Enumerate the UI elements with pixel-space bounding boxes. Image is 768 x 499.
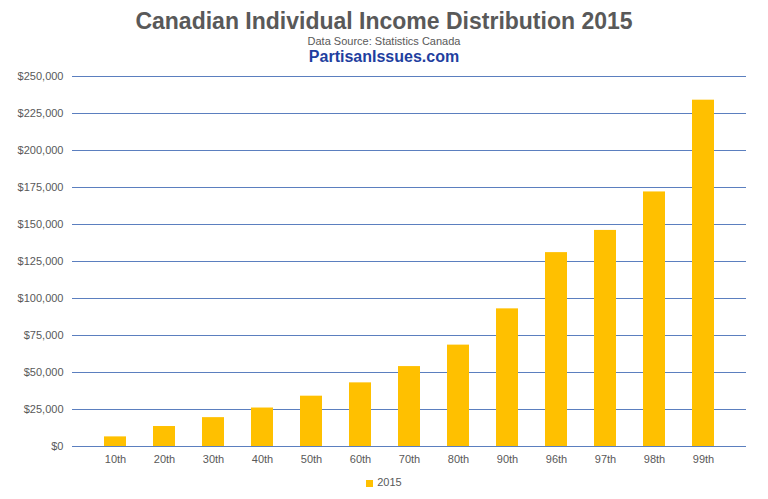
svg-text:70th: 70th [399, 453, 420, 465]
html-text:PartisanIssues.com: PartisanIssues.com [308, 48, 460, 65]
svg-text:50th: 50th [301, 453, 322, 465]
html-text:2015: 2015 [377, 476, 402, 488]
svg-text:96th: 96th [546, 453, 567, 465]
svg-text:$150,000: $150,000 [18, 218, 64, 230]
svg-text:98th: 98th [644, 453, 665, 465]
svg-text:$75,000: $75,000 [24, 329, 64, 341]
svg-text:$125,000: $125,000 [18, 255, 64, 267]
svg-text:$225,000: $225,000 [18, 107, 64, 119]
html-text:Canadian Individual Income Dis: Canadian Individual Income Distribution … [135, 8, 633, 34]
svg-text:60th: 60th [350, 453, 371, 465]
svg-text:$50,000: $50,000 [24, 366, 64, 378]
svg-text:99th: 99th [693, 453, 714, 465]
svg-text:80th: 80th [448, 453, 469, 465]
svg-text:$200,000: $200,000 [18, 144, 64, 156]
svg-text:$250,000: $250,000 [18, 70, 64, 82]
svg-text:$0: $0 [51, 440, 63, 452]
svg-text:$100,000: $100,000 [18, 292, 64, 304]
html-text:Data Source: Statistics Canada: Data Source: Statistics Canada [307, 35, 461, 47]
svg-text:30th: 30th [203, 453, 224, 465]
svg-text:97th: 97th [595, 453, 616, 465]
svg-text:$175,000: $175,000 [18, 181, 64, 193]
svg-text:90th: 90th [497, 453, 518, 465]
svg-text:$25,000: $25,000 [24, 403, 64, 415]
svg-text:20th: 20th [154, 453, 175, 465]
svg-text:40th: 40th [252, 453, 273, 465]
svg-text:10th: 10th [105, 453, 126, 465]
